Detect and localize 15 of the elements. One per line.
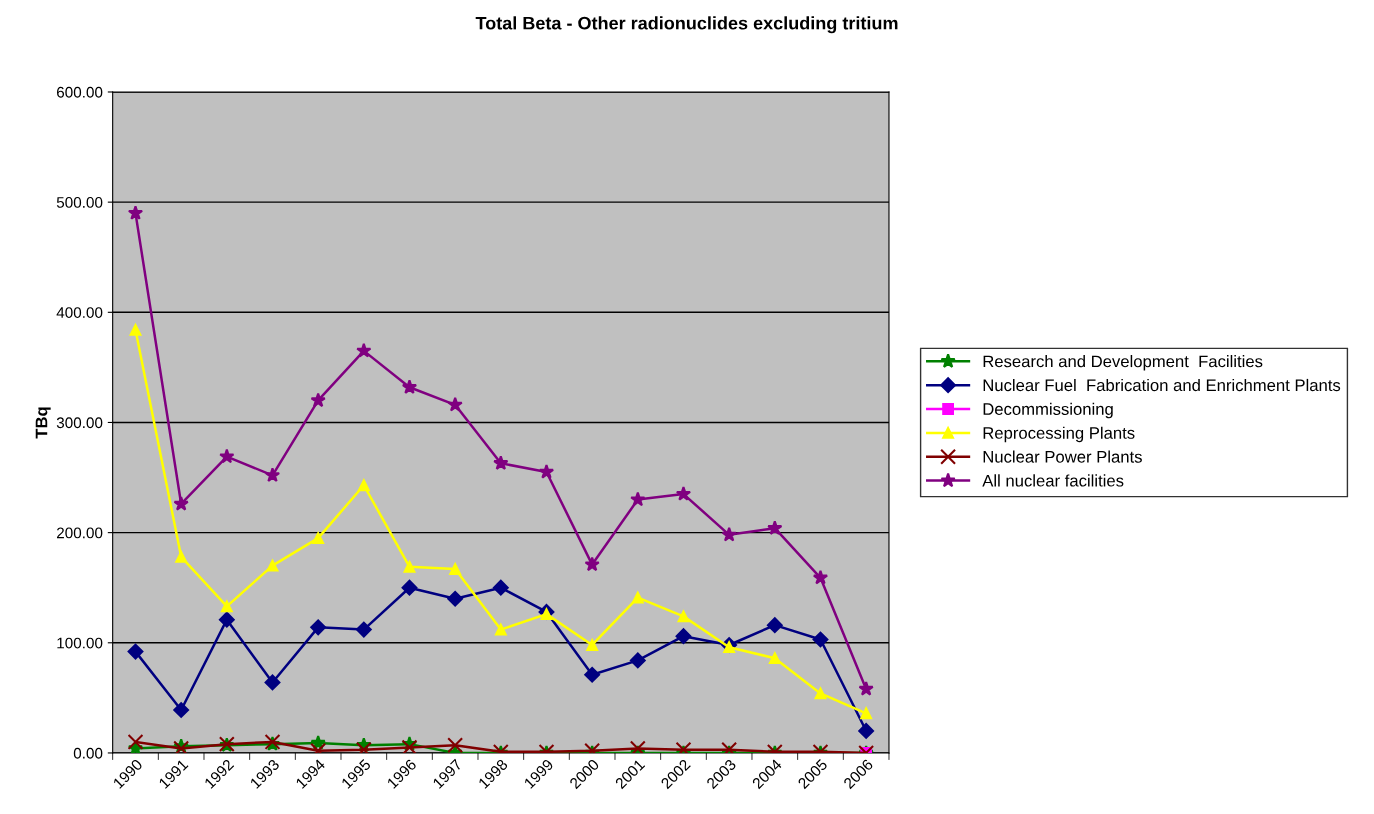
chart-title: Total Beta - Other radionuclides excluding tritium [475,16,898,34]
y-axis-title: TBq [35,407,51,439]
y-tick-label: 200.00 [56,527,103,539]
y-tick-label: 100.00 [57,637,103,649]
y-tick-label: 400.00 [56,307,103,318]
legend-label: Nuclear Fuel Fabrication and Enrichment Plants [983,378,1341,392]
legend-label: Nuclear Power Plants [983,450,1142,463]
y-tick-label: 0.00 [73,747,103,759]
legend-label: All nuclear facilities [982,474,1124,487]
y-tick-label: 500.00 [56,197,103,208]
y-tick-label: 600.00 [57,86,103,98]
legend-label: Research and Development Facilities [983,355,1263,371]
y-tick-label: 300.00 [56,417,103,429]
legend-label: Reprocessing Plants [983,426,1135,443]
legend-label: Decommissioning [983,402,1113,419]
